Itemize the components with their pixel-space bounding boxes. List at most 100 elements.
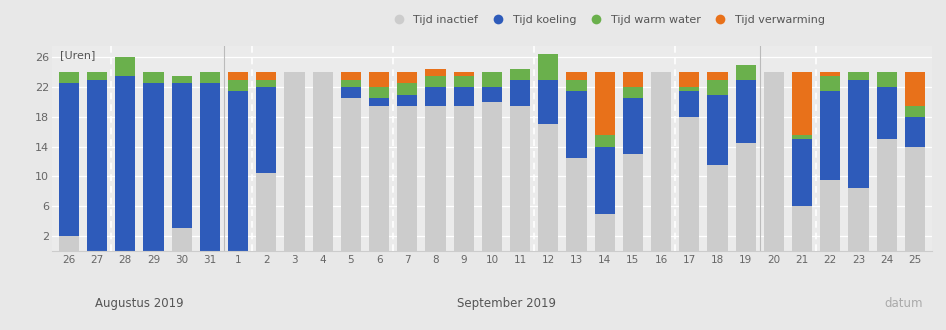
- Bar: [369, 98, 390, 106]
- Bar: [341, 80, 361, 87]
- Bar: [622, 72, 643, 87]
- Bar: [397, 106, 417, 251]
- Bar: [87, 72, 107, 80]
- Bar: [792, 72, 813, 136]
- Bar: [369, 72, 390, 87]
- Bar: [792, 206, 813, 251]
- Bar: [397, 95, 417, 106]
- Bar: [369, 106, 390, 251]
- Bar: [736, 80, 756, 143]
- Bar: [622, 154, 643, 251]
- Bar: [171, 76, 192, 83]
- Bar: [256, 87, 276, 173]
- Bar: [820, 76, 840, 91]
- Bar: [877, 72, 897, 87]
- Bar: [144, 72, 164, 83]
- Bar: [115, 76, 135, 251]
- Bar: [453, 76, 474, 87]
- Bar: [426, 87, 446, 106]
- Bar: [877, 139, 897, 251]
- Bar: [708, 95, 727, 165]
- Bar: [482, 102, 502, 251]
- Bar: [792, 139, 813, 206]
- Bar: [736, 65, 756, 80]
- Bar: [679, 87, 699, 91]
- Bar: [341, 87, 361, 98]
- Bar: [567, 158, 587, 251]
- Bar: [538, 124, 558, 251]
- Bar: [594, 136, 615, 147]
- Bar: [200, 72, 220, 83]
- Bar: [228, 80, 248, 91]
- Bar: [510, 69, 531, 80]
- Bar: [763, 72, 784, 251]
- Bar: [849, 72, 868, 80]
- Bar: [877, 87, 897, 139]
- Bar: [538, 80, 558, 124]
- Bar: [341, 98, 361, 251]
- Bar: [510, 80, 531, 106]
- Bar: [594, 214, 615, 251]
- Bar: [228, 91, 248, 251]
- Text: September 2019: September 2019: [457, 297, 555, 310]
- Bar: [538, 54, 558, 80]
- Bar: [708, 165, 727, 251]
- Bar: [397, 83, 417, 95]
- Bar: [904, 72, 925, 106]
- Bar: [341, 72, 361, 80]
- Bar: [200, 83, 220, 251]
- Bar: [426, 106, 446, 251]
- Bar: [567, 80, 587, 91]
- Bar: [59, 236, 79, 251]
- Bar: [708, 80, 727, 95]
- Bar: [679, 91, 699, 117]
- Bar: [453, 87, 474, 106]
- Bar: [312, 72, 333, 251]
- Bar: [594, 147, 615, 214]
- Bar: [594, 72, 615, 136]
- Bar: [904, 147, 925, 251]
- Bar: [171, 83, 192, 228]
- Bar: [397, 72, 417, 83]
- Bar: [567, 72, 587, 80]
- Bar: [426, 76, 446, 87]
- Bar: [792, 136, 813, 139]
- Bar: [59, 83, 79, 236]
- Bar: [849, 80, 868, 187]
- Bar: [482, 72, 502, 87]
- Bar: [820, 180, 840, 251]
- Bar: [285, 72, 305, 251]
- Bar: [256, 72, 276, 80]
- Bar: [426, 69, 446, 76]
- Bar: [651, 72, 672, 251]
- Bar: [171, 228, 192, 251]
- Bar: [115, 57, 135, 76]
- Bar: [256, 80, 276, 87]
- Bar: [849, 187, 868, 251]
- Bar: [256, 173, 276, 251]
- Bar: [369, 87, 390, 98]
- Bar: [482, 87, 502, 102]
- Bar: [904, 106, 925, 117]
- Text: Augustus 2019: Augustus 2019: [96, 297, 184, 310]
- Bar: [510, 106, 531, 251]
- Bar: [736, 143, 756, 251]
- Bar: [453, 72, 474, 76]
- Bar: [144, 83, 164, 251]
- Bar: [679, 117, 699, 251]
- Bar: [453, 106, 474, 251]
- Bar: [679, 72, 699, 87]
- Bar: [820, 91, 840, 180]
- Bar: [820, 72, 840, 76]
- Bar: [622, 87, 643, 98]
- Text: [Uren]: [Uren]: [61, 50, 96, 60]
- Bar: [228, 72, 248, 80]
- Bar: [904, 117, 925, 147]
- Legend: Tijd inactief, Tijd koeling, Tijd warm water, Tijd verwarming: Tijd inactief, Tijd koeling, Tijd warm w…: [383, 11, 830, 30]
- Bar: [708, 72, 727, 80]
- Bar: [622, 98, 643, 154]
- Bar: [87, 80, 107, 251]
- Text: datum: datum: [885, 297, 923, 310]
- Bar: [567, 91, 587, 158]
- Bar: [59, 72, 79, 83]
